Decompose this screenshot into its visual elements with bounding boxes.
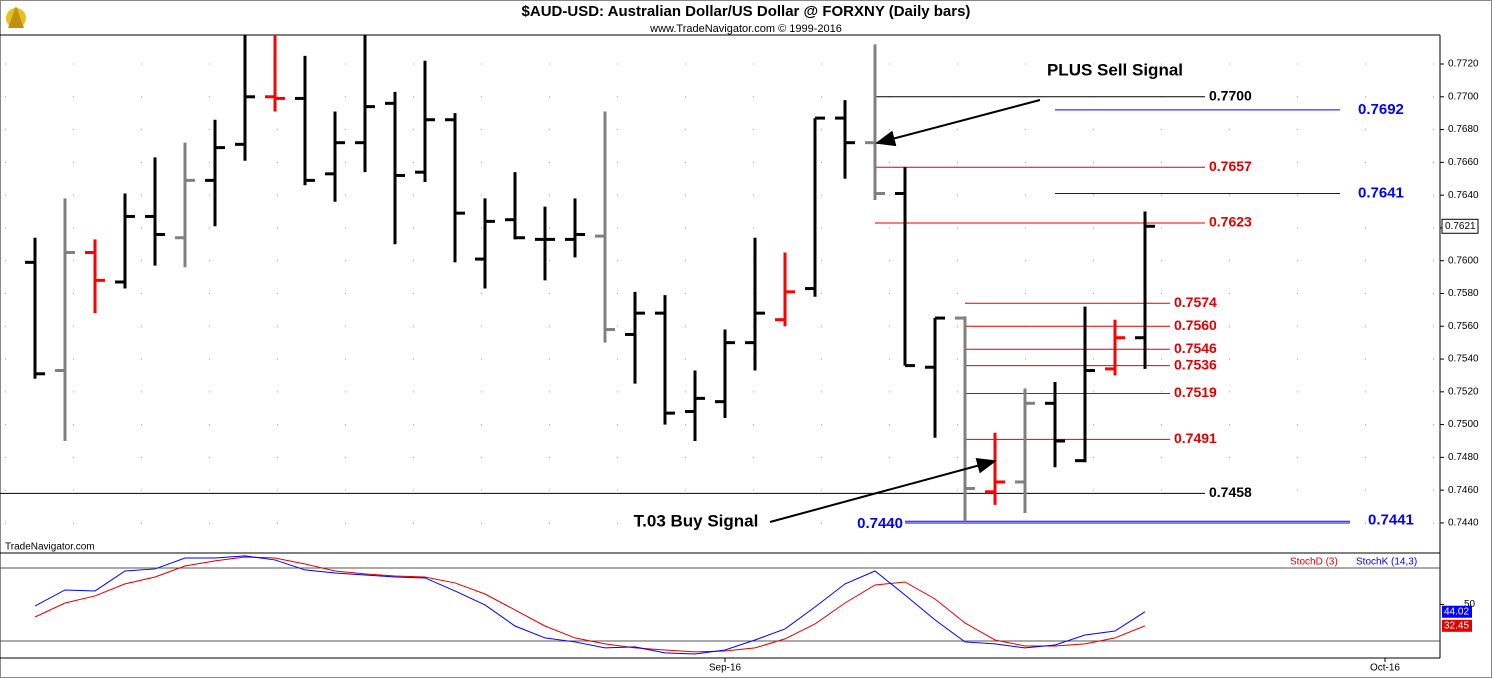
x-tick-label: Sep-16: [709, 663, 742, 674]
y-tick-label: 0.7520: [1448, 386, 1479, 397]
level-label: 0.7458: [1209, 484, 1252, 500]
y-tick-label: 50: [1464, 599, 1476, 610]
chart-subtitle: www.TradeNavigator.com © 1999-2016: [649, 23, 842, 35]
price-plot: [0, 35, 1440, 524]
price-overlay: 0.7440 0.7460 0.7480 0.7500 0.7520 0.7540 0.75…: [857, 59, 1479, 532]
level-label: 0.7560: [1174, 317, 1217, 333]
last-price-label: 0.7621: [1445, 221, 1476, 232]
y-tick-label: 0.7460: [1448, 485, 1479, 496]
level-label: 0.7657: [1209, 158, 1252, 174]
annotation: T.03 Buy Signal: [634, 511, 759, 530]
legend-entry: StochD (3): [1290, 557, 1338, 568]
stoch-overlay: 50 Sep-16 Oct-16 StochD (3) 32.45 StochK (14,…: [709, 557, 1476, 674]
level-label: 0.7491: [1174, 430, 1217, 446]
y-tick-label: 0.7440: [1448, 518, 1479, 529]
y-tick-label: 0.7720: [1448, 59, 1479, 70]
level-label: 0.7546: [1174, 340, 1217, 356]
watermark: TradeNavigator.com: [5, 542, 95, 553]
level-label: 0.7440: [857, 515, 903, 532]
y-tick-label: 0.7600: [1448, 255, 1479, 266]
value-label-box: [1442, 605, 1472, 618]
level-label: 0.7623: [1209, 214, 1252, 230]
stoch-line: [34, 556, 1146, 653]
level-label: 0.7574: [1174, 294, 1217, 310]
legend-entry: StochK (14,3): [1356, 557, 1417, 568]
value-label-box: [1442, 619, 1472, 632]
y-tick-label: 0.7680: [1448, 124, 1479, 135]
last-price-box: [1441, 218, 1479, 234]
level-label: 0.7700: [1209, 87, 1252, 103]
y-tick-label: 0.7480: [1448, 452, 1479, 463]
level-label: 0.7536: [1174, 356, 1217, 372]
y-tick-label: 0.7700: [1448, 91, 1479, 102]
buy-arrow: [769, 457, 997, 523]
y-tick-label: 0.7560: [1448, 321, 1479, 332]
y-tick-label: 0.7660: [1448, 157, 1479, 168]
y-tick-label: 0.7640: [1448, 190, 1479, 201]
level-label: 0.7641: [1358, 184, 1404, 201]
y-tick-label: 0.7540: [1448, 354, 1479, 365]
level-label: 0.7519: [1174, 384, 1217, 400]
x-tick-label: Oct-16: [1370, 663, 1400, 674]
level-label: 0.7441: [1368, 511, 1414, 528]
value-label: 44.02: [1444, 606, 1469, 617]
y-tick-label: 0.7580: [1448, 288, 1479, 299]
level-label: 0.7692: [1358, 101, 1404, 118]
stoch-line: [34, 555, 1146, 655]
y-tick-label: 0.7500: [1448, 419, 1479, 430]
logo: [6, 6, 26, 28]
sell-arrow: [875, 99, 1041, 147]
value-label: 32.45: [1444, 620, 1469, 631]
chart-title: $AUD-USD: Australian Dollar/US Dollar @ …: [522, 3, 971, 20]
annotation: PLUS Sell Signal: [1047, 60, 1183, 79]
stoch-plot: [0, 555, 1440, 655]
